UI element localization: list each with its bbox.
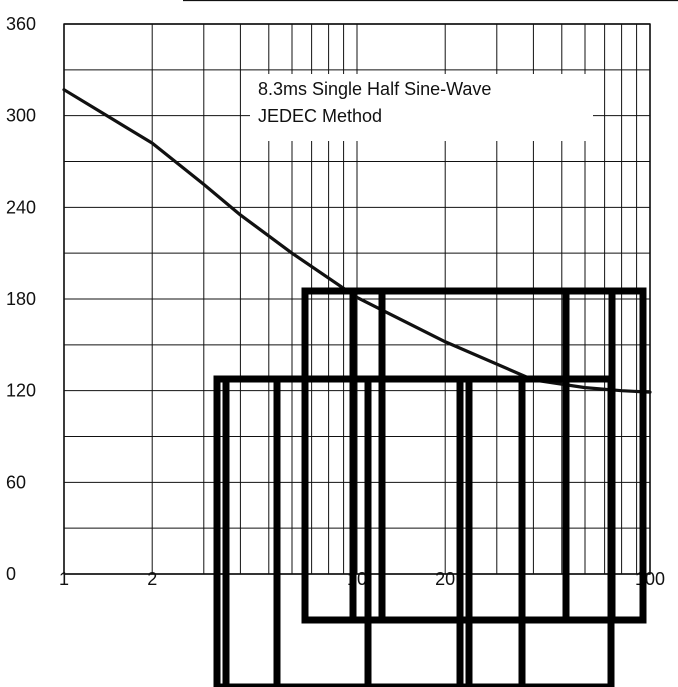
y-tick-label-60: 60 [6,472,26,492]
annotation-line-1: 8.3ms Single Half Sine-Wave [258,79,491,99]
x-tick-label-20: 20 [435,569,455,589]
plot-border [63,23,651,575]
overlay-box-upper [301,287,647,624]
annotation-line-2: JEDEC Method [258,106,382,126]
x-tick-label-2: 2 [147,569,157,589]
y-tick-label-0: 0 [6,564,16,584]
x-tick-label-1: 1 [59,569,69,589]
y-tick-label-240: 240 [6,197,36,217]
y-tick-label-360: 360 [6,14,36,34]
y-tick-label-120: 120 [6,381,36,401]
x-tick-label-100: 100 [635,569,665,589]
y-tick-label-180: 180 [6,289,36,309]
data-series-line [62,88,652,394]
y-tick-label-300: 300 [6,106,36,126]
annotation-background [250,74,593,141]
